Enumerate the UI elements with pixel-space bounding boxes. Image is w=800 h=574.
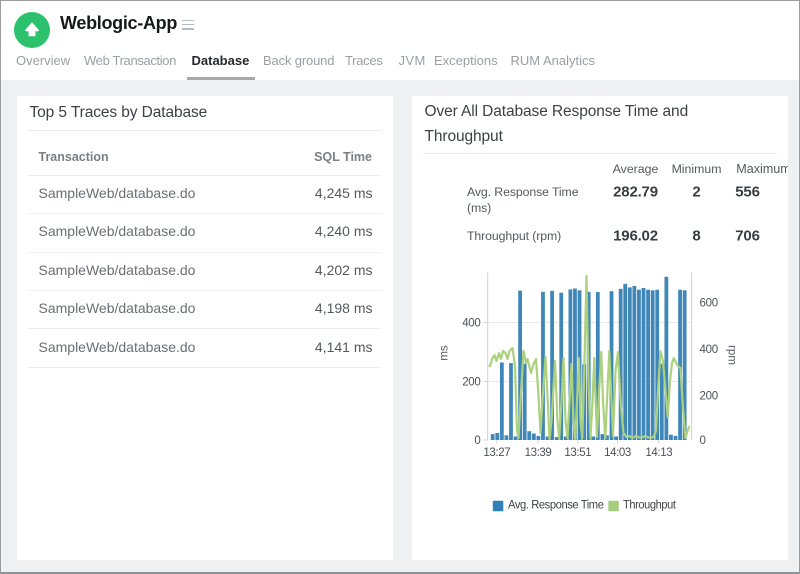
svg-text:ms: ms xyxy=(439,345,451,361)
svg-text:0: 0 xyxy=(700,435,706,447)
svg-text:400: 400 xyxy=(700,344,718,356)
svg-text:14:13: 14:13 xyxy=(645,447,672,459)
svg-text:0: 0 xyxy=(474,435,480,447)
svg-text:600: 600 xyxy=(700,298,718,310)
svg-text:400: 400 xyxy=(462,318,480,330)
svg-text:Throughput: Throughput xyxy=(623,498,676,512)
svg-text:rpm: rpm xyxy=(726,345,738,365)
svg-text:200: 200 xyxy=(700,390,718,402)
svg-text:200: 200 xyxy=(462,377,480,389)
svg-text:13:51: 13:51 xyxy=(564,447,591,459)
svg-text:Avg. Response Time: Avg. Response Time xyxy=(508,498,604,512)
svg-text:13:39: 13:39 xyxy=(525,447,552,459)
svg-text:14:03: 14:03 xyxy=(604,447,631,459)
svg-text:13:27: 13:27 xyxy=(483,447,510,459)
